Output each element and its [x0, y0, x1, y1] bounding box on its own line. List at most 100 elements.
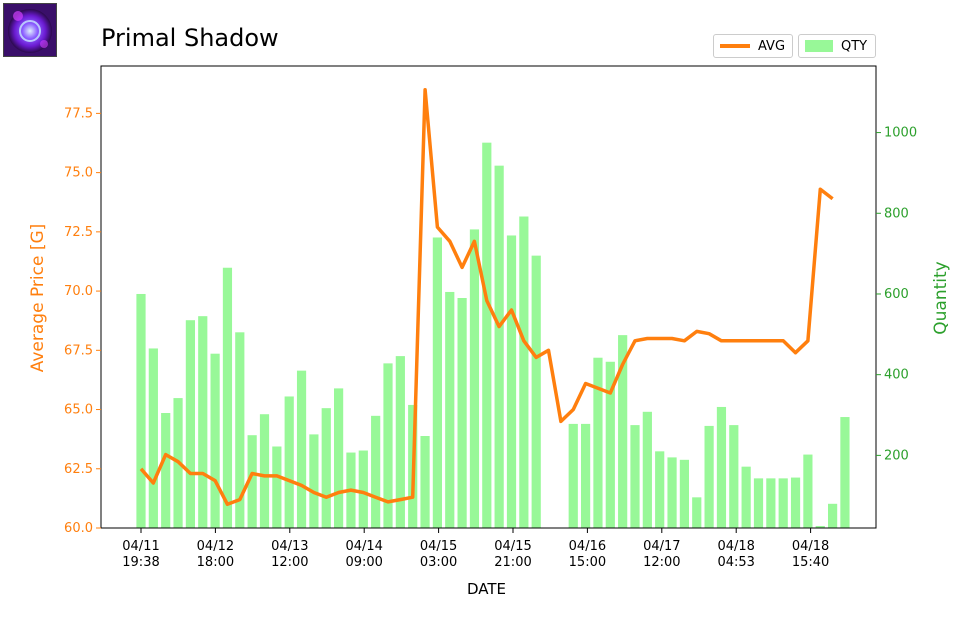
- legend-avg: AVG: [713, 34, 793, 58]
- qty-bar: [259, 414, 270, 528]
- chart-title: Primal Shadow: [101, 24, 279, 52]
- qty-bar: [371, 415, 381, 528]
- y-tick-label: 77.5: [64, 106, 93, 121]
- x-tick-label-date: 04/18: [717, 539, 754, 554]
- qty-bar: [667, 457, 677, 528]
- y-tick-label: 60.0: [64, 521, 93, 536]
- legend-qty: QTY: [798, 34, 876, 58]
- primal-shadow-orb-icon: [3, 3, 57, 57]
- y-tick-label: 65.0: [64, 403, 93, 418]
- qty-bar: [358, 450, 368, 528]
- qty-bar: [469, 229, 480, 528]
- qty-bar: [457, 298, 467, 528]
- x-tick-label-date: 04/15: [494, 539, 531, 554]
- x-tick-label-time: 12:00: [271, 555, 308, 570]
- x-tick-label-time: 12:00: [643, 555, 680, 570]
- legend-avg-label: AVG: [758, 38, 786, 54]
- x-tick-label-time: 19:38: [122, 555, 159, 570]
- qty-bar: [778, 478, 788, 528]
- x-tick-label-date: 04/11: [122, 539, 159, 554]
- qty-bar: [729, 425, 739, 528]
- qty-bar: [247, 435, 257, 528]
- qty-bar: [692, 497, 702, 528]
- y-tick-label: 75.0: [64, 166, 93, 181]
- x-tick-label-time: 21:00: [494, 555, 531, 570]
- qty-bar: [803, 454, 813, 528]
- qty-bar: [494, 165, 504, 528]
- x-tick-label-date: 04/18: [792, 539, 829, 554]
- x-tick-label-time: 03:00: [420, 555, 457, 570]
- qty-bar: [272, 446, 282, 528]
- qty-bar: [828, 503, 838, 528]
- legend-qty-swatch: [805, 40, 833, 52]
- qty-bar: [222, 267, 233, 528]
- qty-bar: [642, 411, 652, 528]
- qty-bar: [432, 237, 442, 528]
- qty-bar: [531, 255, 541, 529]
- qty-bar: [383, 363, 393, 528]
- x-tick-label-date: 04/15: [420, 539, 457, 554]
- avg-line: [139, 87, 834, 507]
- qty-bar: [655, 451, 665, 528]
- qty-bar: [790, 477, 801, 528]
- qty-bar: [296, 370, 307, 528]
- qty-bar: [506, 235, 517, 528]
- x-tick-label-date: 04/13: [271, 539, 308, 554]
- qty-bar: [766, 478, 776, 528]
- legend-qty-label: QTY: [841, 38, 868, 54]
- qty-bar: [741, 466, 751, 528]
- qty-bar: [395, 356, 405, 528]
- y2-axis-title: Quantity: [931, 261, 951, 335]
- qty-bar: [716, 406, 727, 528]
- qty-bar: [148, 348, 158, 528]
- x-tick-label-date: 04/12: [197, 539, 234, 554]
- plot-frame: [100, 65, 877, 529]
- qty-bar: [321, 408, 331, 528]
- qty-bar: [815, 525, 825, 528]
- qty-bar: [309, 434, 319, 528]
- x-tick-label-date: 04/17: [643, 539, 680, 554]
- qty-bar: [704, 425, 714, 528]
- qty-bar: [198, 316, 208, 528]
- qty-bar: [679, 459, 689, 528]
- qty-bar: [420, 436, 430, 528]
- y-axis-title: Average Price [G]: [28, 223, 48, 373]
- qty-bar: [593, 357, 603, 528]
- qty-bar: [445, 291, 455, 528]
- x-tick-label-time: 09:00: [345, 555, 382, 570]
- y2-tick-label: 200: [884, 448, 909, 463]
- x-tick-label-time: 04:53: [717, 555, 754, 570]
- x-tick-label-time: 15:00: [569, 555, 606, 570]
- y2-tick-label: 400: [884, 368, 909, 383]
- qty-bar: [568, 423, 578, 528]
- qty-bar: [136, 293, 146, 528]
- qty-bar: [753, 478, 764, 528]
- y-tick-label: 70.0: [64, 284, 93, 299]
- qty-bar: [161, 413, 171, 528]
- y2-tick-label: 1000: [884, 126, 917, 141]
- qty-bar: [284, 396, 294, 528]
- y-tick-label: 62.5: [64, 462, 93, 477]
- qty-bar: [630, 425, 640, 528]
- legend-avg-swatch: [720, 44, 750, 48]
- qty-bar: [210, 353, 220, 528]
- qty-bar: [581, 423, 591, 528]
- qty-bar: [185, 320, 195, 528]
- x-tick-label-time: 18:00: [197, 555, 234, 570]
- y2-tick-label: 800: [884, 206, 909, 221]
- qty-bar: [840, 417, 850, 528]
- qty-bar: [334, 388, 344, 528]
- qty-bar: [235, 332, 245, 528]
- y-tick-label: 72.5: [64, 225, 93, 240]
- qty-bar: [605, 361, 615, 528]
- qty-bar: [519, 216, 529, 528]
- qty-bar: [482, 142, 492, 528]
- x-tick-label-time: 15:40: [792, 555, 829, 570]
- x-tick-label-date: 04/16: [569, 539, 606, 554]
- y2-tick-label: 600: [884, 287, 909, 302]
- x-tick-label-date: 04/14: [345, 539, 382, 554]
- x-axis-title: DATE: [467, 580, 507, 598]
- qty-bar: [618, 335, 628, 528]
- y-tick-label: 67.5: [64, 343, 93, 358]
